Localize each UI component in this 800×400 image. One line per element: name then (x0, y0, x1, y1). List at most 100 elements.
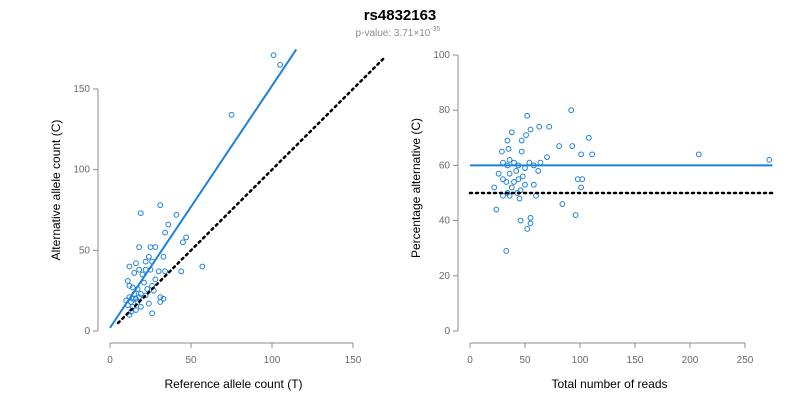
y-tick-label: 40 (439, 216, 451, 227)
data-point (149, 310, 156, 317)
data-point (524, 112, 531, 119)
data-point (152, 276, 159, 283)
fit-line (109, 48, 298, 329)
data-point (129, 284, 136, 291)
x-tick-label: 150 (627, 355, 644, 366)
data-point (137, 210, 144, 217)
data-point (589, 151, 595, 158)
chart-title: rs4832163 (364, 7, 437, 24)
data-point (499, 148, 505, 155)
y-tick-label: 20 (439, 271, 451, 282)
data-point (578, 151, 584, 158)
x-tick-label: 50 (185, 355, 197, 366)
y-tick-label: 60 (439, 160, 451, 171)
data-point (511, 179, 517, 185)
x-axis-label: Total number of reads (551, 377, 667, 391)
data-point (519, 173, 526, 180)
data-point (165, 221, 172, 228)
data-point (523, 132, 529, 138)
data-point (515, 176, 522, 183)
data-point (695, 151, 702, 158)
data-point (493, 206, 500, 213)
data-point (559, 201, 566, 207)
x-tick-label: 150 (345, 355, 362, 366)
data-point (141, 279, 147, 286)
data-point (508, 184, 515, 191)
data-point (136, 266, 143, 273)
data-point (160, 295, 167, 302)
data-point (506, 170, 513, 177)
data-point (535, 168, 542, 174)
x-tick-label: 100 (572, 355, 589, 366)
data-point (147, 244, 154, 251)
data-point (133, 260, 139, 267)
data-point (126, 263, 133, 270)
data-point (527, 220, 534, 227)
data-point (183, 234, 190, 241)
y-tick-label: 0 (444, 326, 450, 337)
data-point (145, 300, 152, 307)
data-point (157, 299, 164, 305)
data-point (180, 239, 186, 246)
data-point (522, 165, 528, 172)
y-tick-label: 50 (79, 245, 91, 256)
data-point (133, 295, 139, 302)
data-point (522, 181, 528, 188)
data-point (136, 294, 143, 301)
subtitle-exponent: -35 (430, 26, 440, 33)
data-point (152, 244, 159, 251)
y-axis-label: Percentage alternative (C) (409, 118, 423, 258)
data-point (526, 159, 533, 166)
data-point (569, 143, 576, 149)
x-tick-label: 250 (737, 355, 754, 366)
data-point (162, 268, 168, 275)
data-point (585, 134, 592, 141)
data-point (506, 192, 513, 199)
data-point (128, 299, 134, 305)
data-point (517, 217, 524, 224)
chart-subtitle: p-value: 3.71×10-35 (356, 26, 441, 39)
data-point (536, 123, 543, 130)
data-point (513, 168, 520, 174)
data-point (131, 270, 138, 276)
data-point (144, 286, 151, 292)
y-tick-label: 80 (439, 105, 451, 116)
data-point (491, 184, 498, 191)
data-point (518, 148, 525, 155)
reference-line (116, 55, 387, 325)
data-point (568, 107, 575, 114)
data-point (537, 159, 544, 166)
data-point (228, 111, 235, 118)
y-tick-label: 0 (84, 326, 90, 337)
data-point (136, 244, 143, 251)
data-point (503, 179, 510, 185)
data-point (178, 268, 185, 275)
y-axis-label: Alternative allele count (C) (49, 120, 63, 261)
data-point (544, 154, 550, 161)
data-point (504, 137, 511, 144)
data-point (137, 290, 144, 297)
data-point (199, 263, 206, 270)
data-point (578, 184, 584, 191)
data-point (516, 195, 523, 202)
data-point (556, 143, 562, 149)
x-tick-label: 100 (264, 355, 281, 366)
data-point (766, 156, 773, 163)
data-point (162, 229, 168, 236)
data-point (124, 278, 131, 284)
data-point (506, 156, 513, 163)
data-point (572, 212, 579, 218)
y-tick-label: 100 (433, 50, 450, 61)
data-point (126, 282, 133, 289)
data-point (546, 123, 553, 130)
data-point (145, 253, 152, 260)
right-scatter-panel: 0 20 40 60 80 100 0 50 100 150 200 250 Total number … (409, 50, 774, 391)
left-scatter-panel: 0 50 100 150 0 50 100 150 Reference allele count… (49, 48, 387, 391)
data-point (505, 145, 512, 152)
data-point (495, 170, 502, 177)
data-point (511, 159, 517, 166)
x-tick-label: 0 (467, 355, 473, 366)
data-point (155, 268, 162, 275)
data-point (527, 214, 534, 221)
